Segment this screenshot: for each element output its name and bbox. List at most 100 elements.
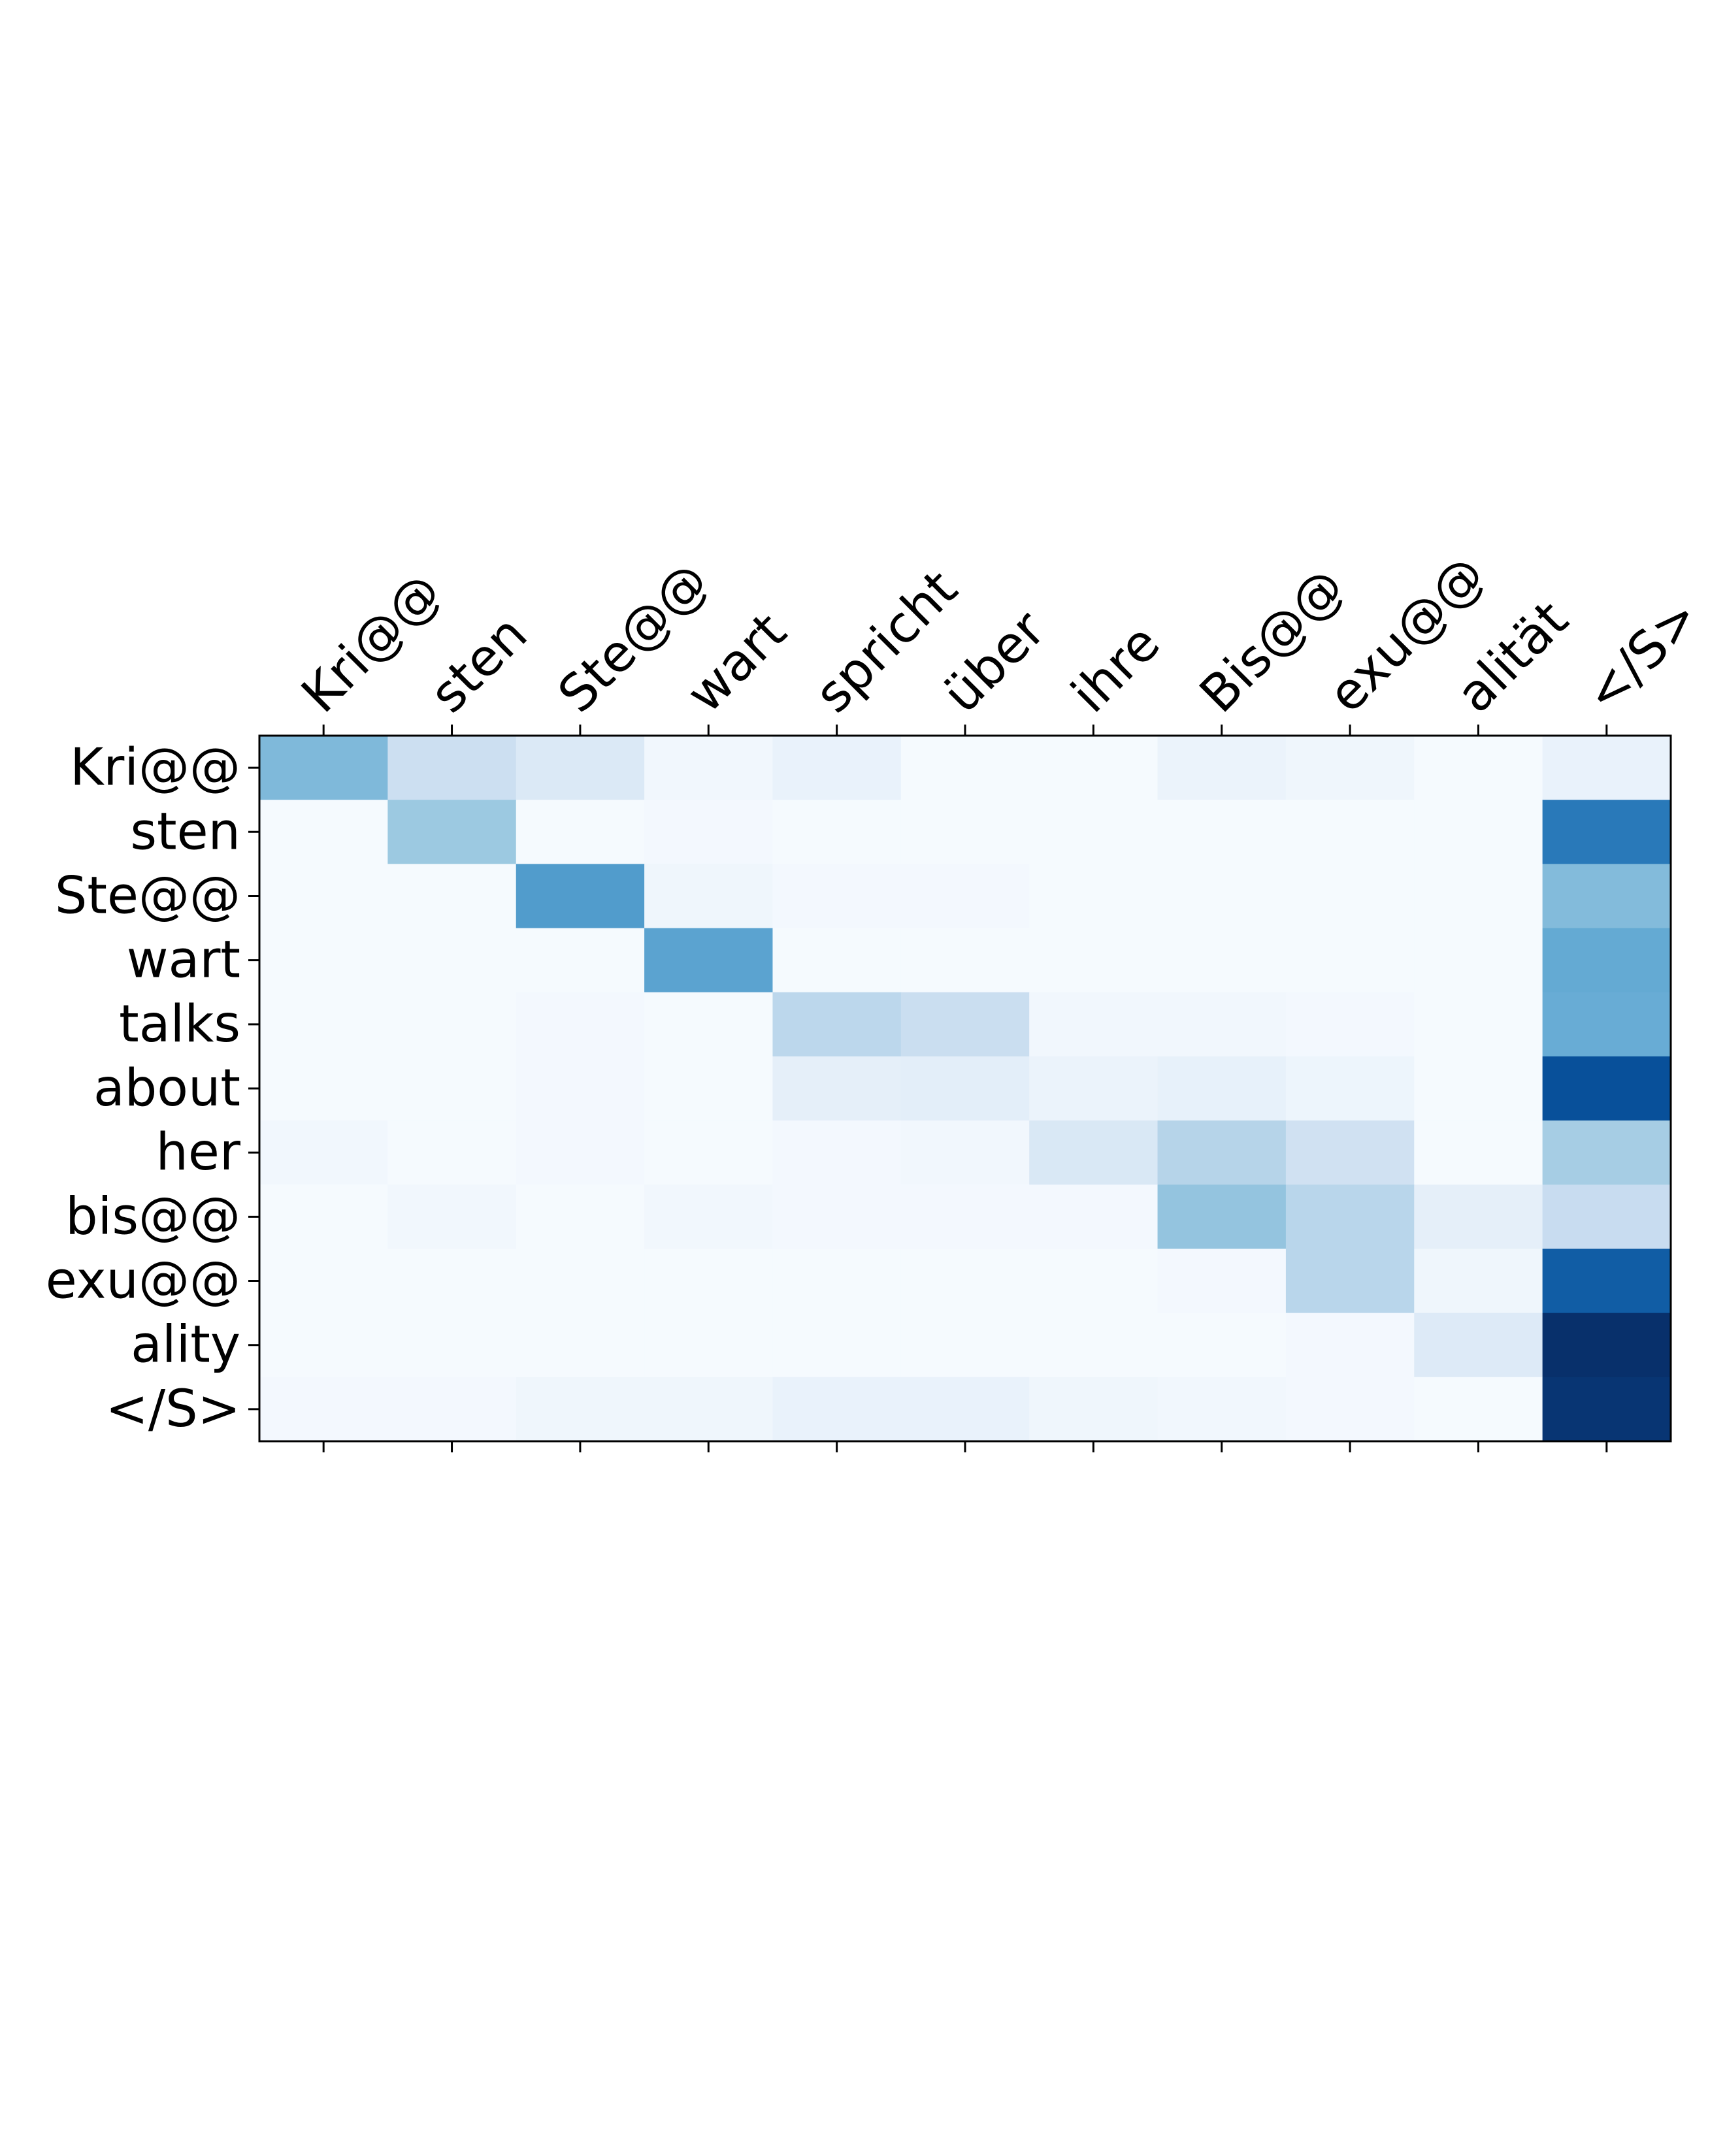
heatmap-cell [1285, 800, 1415, 864]
heatmap-cell [900, 1377, 1030, 1442]
heatmap-cell [1414, 864, 1543, 929]
heatmap-cell [259, 1184, 388, 1250]
y-tick-label: talks [119, 995, 240, 1054]
heatmap-cell [1542, 1120, 1671, 1185]
heatmap-cell [1157, 1249, 1287, 1314]
heatmap-cell [387, 1377, 517, 1442]
heatmap-cell [1285, 1313, 1415, 1378]
heatmap-cell [900, 992, 1030, 1057]
heatmap-cell [387, 1184, 517, 1250]
heatmap-cell [259, 1120, 388, 1185]
heatmap-cells [259, 736, 1671, 1442]
heatmap-cell [1414, 736, 1543, 800]
heatmap-cell [387, 736, 517, 800]
heatmap-cell [900, 1056, 1030, 1121]
heatmap-cell [644, 928, 774, 993]
x-tick-label: Kri@@ [291, 562, 453, 724]
heatmap-cell [644, 1120, 774, 1185]
heatmap-cell [387, 1313, 517, 1378]
x-tick-label: </S> [1574, 587, 1711, 725]
y-tick-label: exu@@ [46, 1252, 240, 1311]
heatmap-cell [644, 800, 774, 864]
heatmap-cell [1157, 1184, 1287, 1250]
x-tick-label: Bis@@ [1189, 557, 1356, 725]
heatmap-cell [772, 1184, 902, 1250]
heatmap-cell [900, 1120, 1030, 1185]
heatmap-cell [1029, 1184, 1158, 1250]
heatmap-cell [1029, 928, 1158, 993]
heatmap-cell [772, 928, 902, 993]
heatmap-cell [1285, 736, 1415, 800]
x-tick-label: ihre [1060, 613, 1171, 724]
heatmap-cell [1029, 1249, 1158, 1314]
heatmap-cell [1029, 992, 1158, 1057]
heatmap-cell [259, 1249, 388, 1314]
heatmap-cell [772, 1056, 902, 1121]
heatmap-cell [1285, 1377, 1415, 1442]
heatmap-cell [259, 992, 388, 1057]
heatmap-cell [900, 736, 1030, 800]
heatmap-cell [772, 736, 902, 800]
y-tick-label: </S> [105, 1380, 240, 1439]
y-tick-label: Kri@@ [70, 738, 240, 797]
heatmap-cell [1414, 1120, 1543, 1185]
heatmap-cell [1029, 736, 1158, 800]
heatmap-cell [644, 1249, 774, 1314]
heatmap-cell [644, 864, 774, 929]
heatmap-cell [387, 1120, 517, 1185]
heatmap-cell [900, 1184, 1030, 1250]
heatmap-cell [900, 1249, 1030, 1314]
heatmap-cell [1414, 1249, 1543, 1314]
heatmap-cell [900, 864, 1030, 929]
heatmap-cell [516, 992, 645, 1057]
heatmap-cell [644, 992, 774, 1057]
heatmap-cell [772, 1249, 902, 1314]
y-tick-label: bis@@ [65, 1187, 240, 1246]
heatmap-cell [1157, 1377, 1287, 1442]
heatmap-cell [1542, 1313, 1671, 1378]
heatmap-cell [259, 1377, 388, 1442]
y-tick-label: ality [131, 1316, 240, 1375]
heatmap-cell [1029, 1313, 1158, 1378]
heatmap-cell [1157, 736, 1287, 800]
heatmap-cell [1157, 1120, 1287, 1185]
heatmap-cell [516, 800, 645, 864]
heatmap-cell [1285, 992, 1415, 1057]
axis-ticks [248, 725, 1608, 1452]
heatmap-cell [259, 928, 388, 993]
y-tick-label: wart [127, 931, 240, 990]
heatmap-cell [772, 1120, 902, 1185]
heatmap-cell [1542, 1249, 1671, 1314]
heatmap-cell [1157, 1313, 1287, 1378]
heatmap-cell [516, 1056, 645, 1121]
heatmap-cell [772, 1377, 902, 1442]
heatmap-cell [1414, 1056, 1543, 1121]
y-tick-label: sten [130, 802, 240, 861]
heatmap-cell [644, 1377, 774, 1442]
y-tick-label: about [93, 1059, 240, 1118]
heatmap-cell [259, 1313, 388, 1378]
heatmap-cell [259, 864, 388, 929]
heatmap-cell [1285, 1056, 1415, 1121]
heatmap-cell [516, 928, 645, 993]
heatmap-cell [1157, 864, 1287, 929]
heatmap-cell [1542, 928, 1671, 993]
heatmap-cell [900, 1313, 1030, 1378]
heatmap-cell [1542, 736, 1671, 800]
heatmap-cell [1542, 1377, 1671, 1442]
heatmap-cell [644, 1056, 774, 1121]
heatmap-cell [1542, 800, 1671, 864]
heatmap-cell [1542, 1184, 1671, 1250]
heatmap-cell [259, 800, 388, 864]
heatmap-cell [259, 736, 388, 800]
heatmap-cell [1542, 1056, 1671, 1121]
x-tick-label: spricht [804, 559, 968, 724]
heatmap-cell [1285, 928, 1415, 993]
y-tick-label: Ste@@ [55, 866, 240, 925]
heatmap-cell [1414, 992, 1543, 1057]
heatmap-cell [1285, 1120, 1415, 1185]
heatmap-cell [1414, 1313, 1543, 1378]
heatmap-cell [259, 1056, 388, 1121]
